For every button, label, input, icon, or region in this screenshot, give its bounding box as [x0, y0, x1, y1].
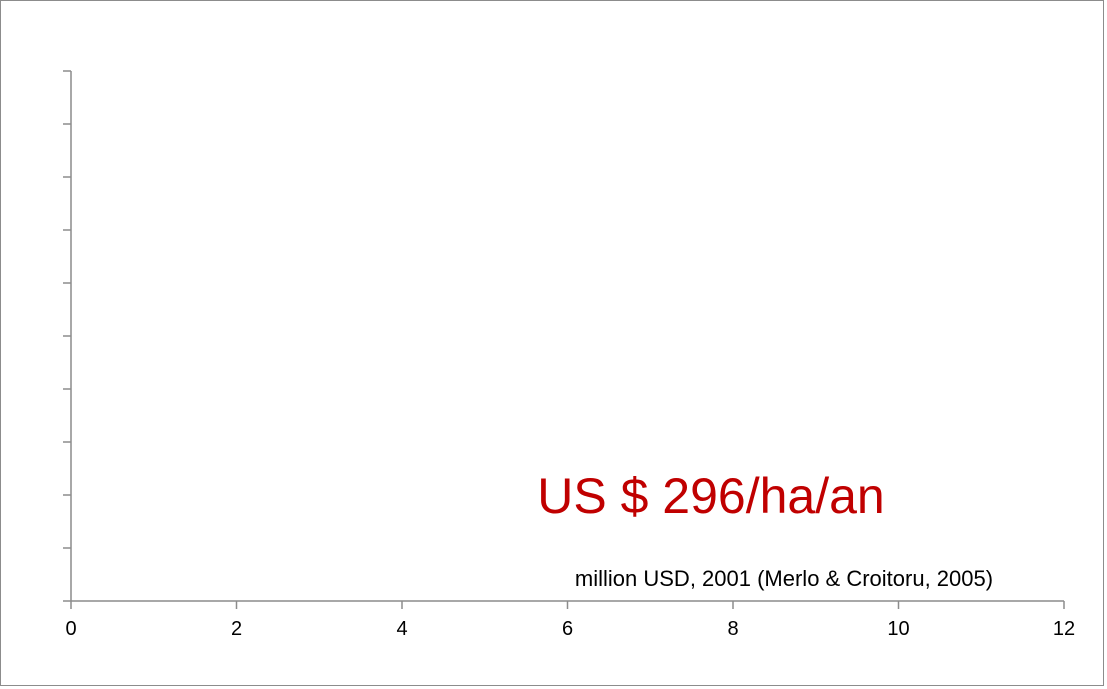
x-tick-label: 12: [1053, 618, 1075, 640]
x-tick-label: 4: [396, 618, 407, 640]
x-tick-label: 2: [231, 618, 242, 640]
x-tick-label: 8: [727, 618, 738, 640]
x-tick-label: 10: [887, 618, 909, 640]
x-tick-label: 6: [562, 618, 573, 640]
annotation-source-note: million USD, 2001 (Merlo & Croitoru, 200…: [575, 566, 993, 591]
x-tick-label: 0: [65, 618, 76, 640]
x-axis: 0 2 4 6 8 10 12: [65, 600, 1075, 640]
y-axis: [63, 70, 72, 602]
annotation-main-value: US $ 296/ha/an: [537, 468, 885, 524]
